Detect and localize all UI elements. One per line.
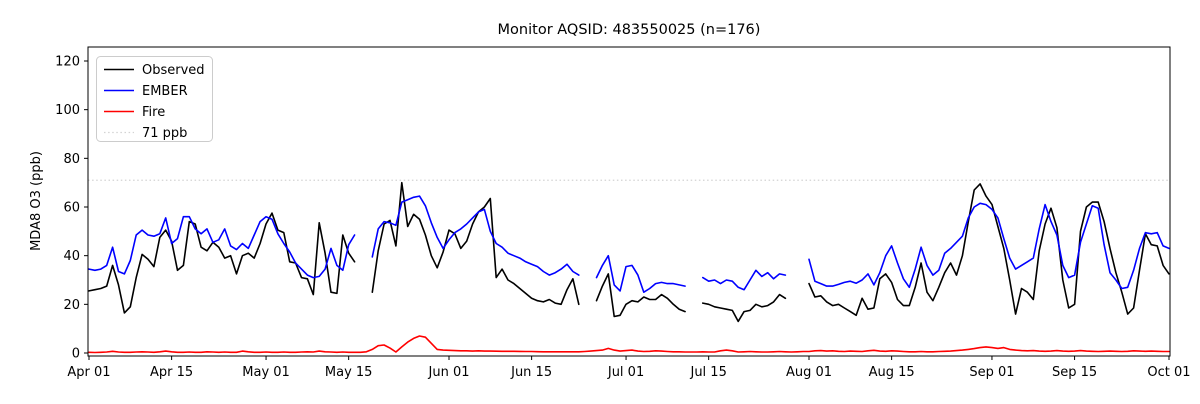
x-tick-label: Aug 15 <box>869 365 915 380</box>
y-tick-label: 120 <box>55 55 80 70</box>
x-tick-label: Apr 01 <box>67 365 110 380</box>
y-tick-label: 0 <box>72 347 80 362</box>
axes-frame <box>87 46 1171 357</box>
legend-box <box>96 56 213 142</box>
axes-group: 0 20 40 60 80 100 120 Apr 01 Apr 15 May 01 May 15 J… <box>55 46 1191 380</box>
legend-item-label: Observed <box>142 63 205 78</box>
x-tick-label: May 15 <box>325 365 373 380</box>
x-tick-label: Jul 01 <box>607 365 644 380</box>
y-tick-label: 100 <box>55 103 80 118</box>
y-tick-label: 60 <box>63 201 80 216</box>
x-tick-label: Jun 01 <box>428 365 470 380</box>
chart-title: Monitor AQSID: 483550025 (n=176) <box>498 22 761 38</box>
x-tick-label: Sep 15 <box>1052 365 1097 380</box>
x-tick-label: Sep 01 <box>969 365 1014 380</box>
legend-item-label: Fire <box>142 105 165 120</box>
series-group <box>88 181 1170 354</box>
x-tick-label: Aug 01 <box>786 365 832 380</box>
legend: Observed EMBER Fire 71 ppb <box>96 56 213 142</box>
observed-line <box>88 181 1170 323</box>
y-tick-label: 80 <box>63 152 80 167</box>
plot-area: 0 20 40 60 80 100 120 Apr 01 Apr 15 May 01 May 15 J… <box>55 46 1191 380</box>
x-tick-label: Apr 15 <box>150 365 193 380</box>
ember-line <box>88 195 1170 293</box>
y-tick-label: 40 <box>63 249 80 264</box>
y-tick-label: 20 <box>63 298 80 313</box>
x-tick-label: May 01 <box>242 365 290 380</box>
x-tick-label: Jul 15 <box>689 365 726 380</box>
y-axis-label: MDA8 O3 (ppb) <box>29 151 44 251</box>
legend-item-label: EMBER <box>142 84 188 99</box>
x-tick-label: Oct 01 <box>1147 365 1190 380</box>
fire-line <box>88 335 1170 354</box>
legend-item-label: 71 ppb <box>142 126 187 141</box>
x-tick-label: Jun 15 <box>510 365 552 380</box>
